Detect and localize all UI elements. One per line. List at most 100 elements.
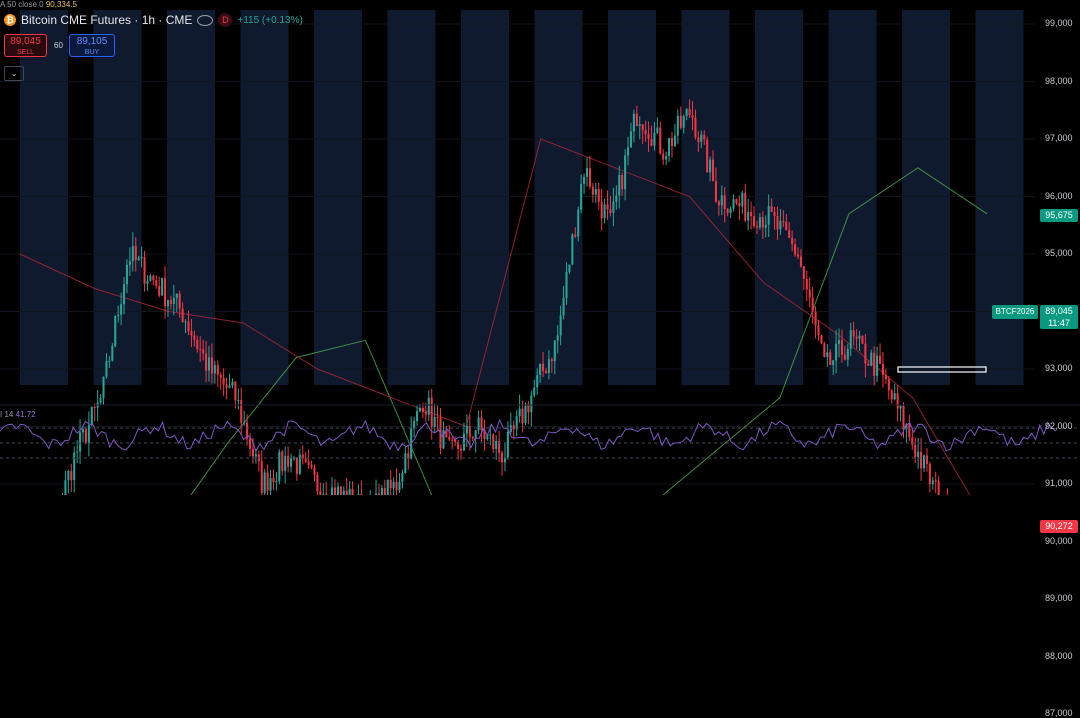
session-band: [314, 10, 362, 385]
candle-body: [753, 216, 756, 227]
candle-body: [697, 137, 700, 142]
candle-body: [319, 491, 322, 495]
candle-body: [796, 254, 800, 257]
indicator-legend-value: 90,334.5: [45, 0, 77, 9]
candle-body: [260, 461, 263, 493]
candle-body: [348, 488, 351, 495]
session-band: [608, 10, 656, 385]
candle-body: [416, 411, 419, 422]
candle-body: [536, 375, 539, 388]
candle-body: [588, 168, 591, 187]
candle-body: [879, 355, 882, 364]
candle-body: [887, 378, 890, 391]
marker-box: [897, 366, 987, 373]
candle-body: [380, 488, 383, 495]
candle-body: [670, 138, 674, 147]
candle-body: [583, 176, 586, 184]
candle-body: [193, 335, 196, 340]
candle-body: [117, 314, 120, 316]
candle-body: [835, 343, 838, 361]
session-band: [461, 10, 509, 385]
candle-body: [527, 403, 530, 413]
candle-body: [210, 357, 213, 374]
candle-body: [603, 204, 606, 219]
rsi-value: 41.72: [15, 410, 36, 419]
candle-body: [143, 257, 146, 284]
bitcoin-icon: ₿: [4, 14, 16, 26]
symbol-title[interactable]: Bitcoin CME Futures · 1h · CME: [21, 13, 193, 27]
candle-body: [580, 183, 583, 210]
candle-body: [474, 430, 477, 439]
candle-body: [726, 208, 729, 213]
candle-body: [890, 390, 893, 400]
sell-price: 89,045: [10, 36, 41, 47]
candle-body: [272, 478, 275, 483]
candle-body: [914, 444, 917, 457]
candle-body: [90, 407, 93, 426]
candle-body: [292, 457, 296, 459]
candle-body: [70, 471, 73, 481]
candle-body: [711, 159, 715, 182]
candle-body: [471, 436, 474, 439]
price-tick: 96,000: [1045, 190, 1073, 201]
buy-price: 89,105: [76, 36, 108, 47]
candle-body: [492, 434, 495, 449]
candle-body: [76, 451, 79, 453]
candle-body: [594, 188, 597, 195]
candle-body: [632, 113, 635, 132]
chevron-down-icon[interactable]: ⌄: [4, 66, 24, 81]
candle-body: [404, 453, 407, 473]
candle-body: [392, 481, 395, 489]
candle-body: [515, 416, 518, 430]
buy-button[interactable]: 89,105 BUY: [69, 34, 115, 57]
bar-countdown: 11:47: [1048, 318, 1070, 328]
trailing-stop-support: [190, 167, 988, 495]
candle-body: [158, 285, 161, 296]
candle-body: [814, 311, 817, 326]
candle-body: [518, 408, 521, 417]
candle-body: [820, 335, 823, 344]
candle-body: [301, 454, 304, 459]
price-tick: 97,000: [1045, 133, 1073, 143]
candle-body: [269, 478, 272, 491]
candle-body: [811, 297, 814, 312]
candle-body: [911, 437, 914, 445]
candle-body: [720, 195, 723, 206]
candle-body: [829, 352, 832, 366]
candle-body: [295, 457, 298, 474]
candle-body: [178, 293, 181, 309]
sell-button[interactable]: 89,045 SELL: [4, 34, 47, 57]
price-tick: 89,000: [1045, 593, 1073, 603]
candle-body: [928, 463, 931, 485]
candle-body: [600, 201, 603, 219]
candle-body: [785, 221, 788, 231]
candle-body: [486, 434, 489, 440]
delayed-data-badge[interactable]: D: [218, 13, 233, 27]
candle-body: [427, 397, 430, 415]
candle-body: [263, 472, 266, 493]
price-label: 90,272: [1040, 519, 1078, 533]
candle-body: [823, 343, 826, 357]
candle-body: [744, 192, 747, 221]
candle-body: [668, 138, 671, 157]
chart-canvas[interactable]: [0, 0, 1080, 495]
session-band: [93, 10, 142, 385]
candle-body: [187, 321, 190, 332]
candle-body: [222, 377, 225, 385]
eye-icon[interactable]: [197, 14, 214, 26]
candle-body: [621, 175, 624, 190]
candle-body: [81, 429, 85, 433]
buy-label: BUY: [84, 49, 100, 56]
candle-body: [585, 168, 589, 177]
candle-body: [682, 116, 685, 128]
candle-body: [577, 209, 580, 237]
symbol-tag: BTCF2026: [992, 305, 1038, 319]
candle-body: [755, 226, 758, 228]
candle-body: [413, 421, 416, 429]
candle-body: [738, 202, 741, 207]
candle-body: [278, 451, 281, 482]
candle-body: [342, 490, 345, 495]
candle-body: [169, 300, 172, 304]
candle-body: [84, 429, 87, 443]
candle-body: [451, 439, 454, 441]
